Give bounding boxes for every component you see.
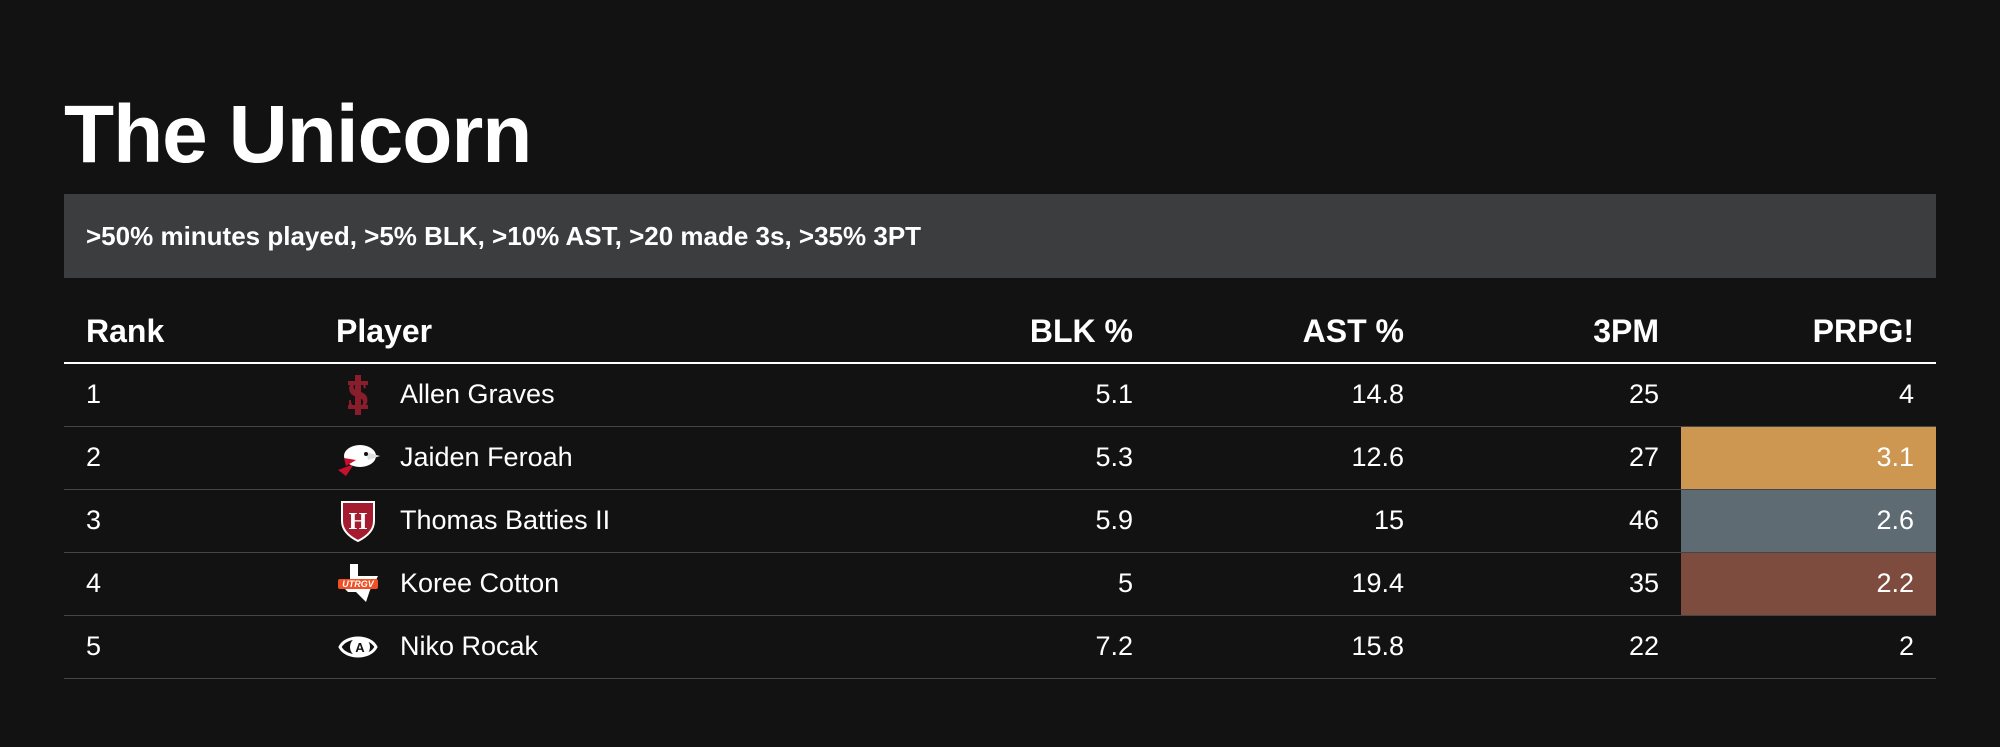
- table-row: 2 Jaiden Feroah 5.3 12.6 27 3.1: [64, 426, 1936, 490]
- tpm-cell: 27: [1426, 426, 1681, 490]
- player-cell-inner: UTRGV Koree Cotton: [336, 562, 862, 606]
- criteria-banner: >50% minutes played, >5% BLK, >10% AST, …: [64, 194, 1936, 278]
- col-header-prpg: PRPG!: [1681, 300, 1936, 364]
- harvard-logo-icon: H: [336, 499, 380, 543]
- prpg-cell: 2.2: [1681, 552, 1936, 616]
- header-row: Rank Player BLK % AST % 3PM PRPG!: [64, 300, 1936, 364]
- col-header-rank: Rank: [64, 300, 314, 364]
- uc-davis-logo-icon: A: [336, 625, 380, 669]
- svg-text:H: H: [349, 509, 368, 535]
- blk-cell: 5.1: [884, 363, 1155, 427]
- ast-cell: 15: [1155, 489, 1426, 553]
- blk-cell: 5.9: [884, 489, 1155, 553]
- rank-cell: 4: [64, 552, 314, 616]
- tpm-cell: 22: [1426, 615, 1681, 679]
- ast-cell: 12.6: [1155, 426, 1426, 490]
- col-header-player: Player: [314, 300, 884, 364]
- player-cell: A Niko Rocak: [314, 615, 884, 679]
- prpg-cell: 3.1: [1681, 426, 1936, 490]
- rank-cell: 5: [64, 615, 314, 679]
- table-row: 3 H Thomas Batties II 5.9 15 46 2.6: [64, 489, 1936, 553]
- player-name: Niko Rocak: [400, 631, 539, 661]
- player-cell: Jaiden Feroah: [314, 426, 884, 490]
- blk-cell: 5.3: [884, 426, 1155, 490]
- ast-cell: 14.8: [1155, 363, 1426, 427]
- rank-cell: 2: [64, 426, 314, 490]
- chart-container: The Unicorn >50% minutes played, >5% BLK…: [64, 0, 1936, 679]
- player-name: Koree Cotton: [400, 568, 560, 598]
- prpg-cell: 4: [1681, 363, 1936, 427]
- player-cell-inner: A Niko Rocak: [336, 625, 862, 669]
- player-cell-inner: S Allen Graves: [336, 373, 862, 417]
- col-header-ast: AST %: [1155, 300, 1426, 364]
- blk-cell: 5: [884, 552, 1155, 616]
- criteria-text: >50% minutes played, >5% BLK, >10% AST, …: [86, 220, 922, 251]
- blk-cell: 7.2: [884, 615, 1155, 679]
- player-cell-inner: H Thomas Batties II: [336, 499, 862, 543]
- tpm-cell: 46: [1426, 489, 1681, 553]
- player-cell-inner: Jaiden Feroah: [336, 436, 862, 480]
- utrgv-logo-icon: UTRGV: [336, 562, 380, 606]
- southern-utah-logo-icon: [336, 436, 380, 480]
- page-title: The Unicorn: [64, 89, 532, 180]
- player-cell: S Allen Graves: [314, 363, 884, 427]
- santa-clara-logo-icon: S: [336, 373, 380, 417]
- player-name: Allen Graves: [400, 379, 555, 410]
- col-header-3pm: 3PM: [1426, 300, 1681, 364]
- table-row: 4 UTRGV Koree Cotton 5 19.4 35 2.2: [64, 552, 1936, 616]
- prpg-cell: 2.6: [1681, 489, 1936, 553]
- player-name: Jaiden Feroah: [400, 442, 573, 472]
- rank-cell: 3: [64, 489, 314, 553]
- leaderboard-table: Rank Player BLK % AST % 3PM PRPG! 1S Alle…: [64, 300, 1936, 679]
- tpm-cell: 35: [1426, 552, 1681, 616]
- svg-text:A: A: [355, 640, 365, 655]
- ast-cell: 15.8: [1155, 615, 1426, 679]
- ast-cell: 19.4: [1155, 552, 1426, 616]
- tpm-cell: 25: [1426, 363, 1681, 427]
- rank-cell: 1: [64, 363, 314, 427]
- player-name: Thomas Batties II: [400, 505, 611, 535]
- prpg-cell: 2: [1681, 615, 1936, 679]
- svg-text:UTRGV: UTRGV: [342, 579, 374, 589]
- player-cell: H Thomas Batties II: [314, 489, 884, 553]
- table-row: 5 A Niko Rocak 7.2 15.8 22 2: [64, 615, 1936, 679]
- col-header-blk: BLK %: [884, 300, 1155, 364]
- player-cell: UTRGV Koree Cotton: [314, 552, 884, 616]
